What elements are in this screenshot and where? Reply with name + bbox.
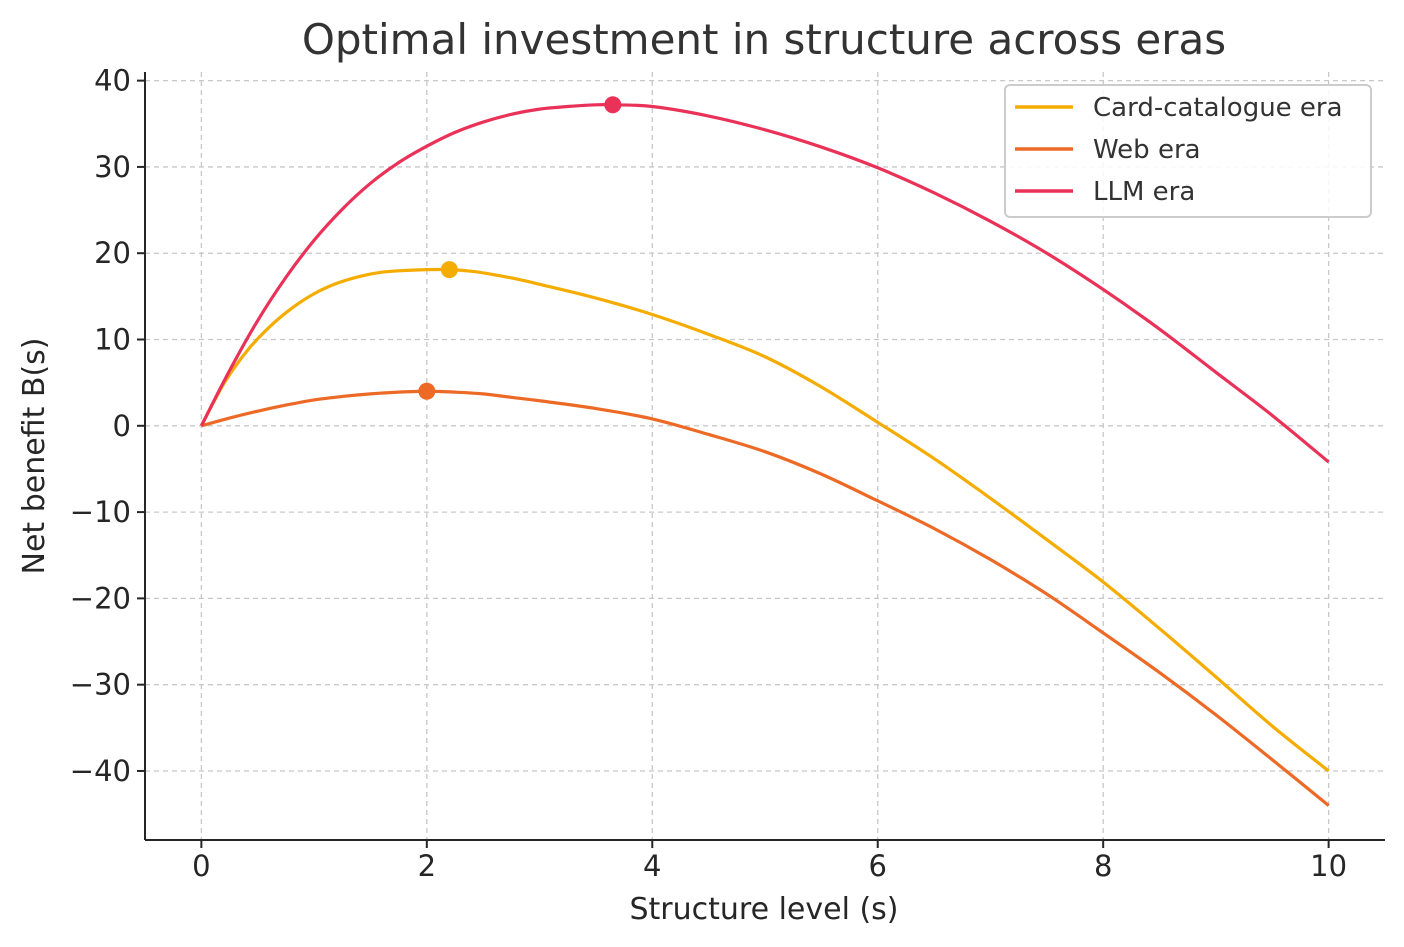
- x-tick-label: 6: [869, 849, 887, 883]
- legend-label-1: Card-catalogue era: [1093, 93, 1343, 123]
- optimum-point-3: [604, 96, 622, 114]
- legend-label-2: Web era: [1093, 135, 1201, 165]
- series-line-2: [200, 389, 1330, 807]
- x-tick-label: 2: [418, 849, 436, 883]
- y-tick-label: 20: [94, 236, 131, 270]
- chart-title: Optimal investment in structure across e…: [302, 15, 1226, 64]
- y-tick-label: 0: [113, 409, 131, 443]
- x-tick-label: 10: [1310, 849, 1347, 883]
- optimum-point-2: [418, 382, 436, 400]
- y-tick-label: 30: [94, 150, 131, 184]
- markers: [418, 96, 622, 400]
- y-axis-label: Net benefit B(s): [17, 338, 52, 575]
- y-tick-label: −10: [70, 495, 131, 529]
- optimum-point-1: [440, 261, 458, 279]
- x-axis-label: Structure level (s): [629, 892, 898, 927]
- ticks: 0 2 4 6 8 10 −40 −30 −20 −10 0 10 20 30 40: [70, 64, 1347, 883]
- y-tick-label: 10: [94, 323, 131, 357]
- series: [199, 102, 1330, 807]
- legend: Card-catalogue era Web era LLM era: [1004, 84, 1372, 218]
- y-tick-label: 40: [94, 64, 131, 98]
- y-tick-label: −40: [70, 754, 131, 788]
- x-tick-label: 8: [1094, 849, 1112, 883]
- legend-box: [1004, 84, 1372, 218]
- x-tick-label: 4: [643, 849, 661, 883]
- series-line-3: [199, 102, 1330, 464]
- axes: [144, 72, 1385, 841]
- y-tick-label: −20: [70, 581, 131, 615]
- series-line-1: [199, 267, 1330, 773]
- x-tick-label: 0: [192, 849, 210, 883]
- y-tick-label: −30: [70, 668, 131, 702]
- legend-label-3: LLM era: [1093, 177, 1195, 207]
